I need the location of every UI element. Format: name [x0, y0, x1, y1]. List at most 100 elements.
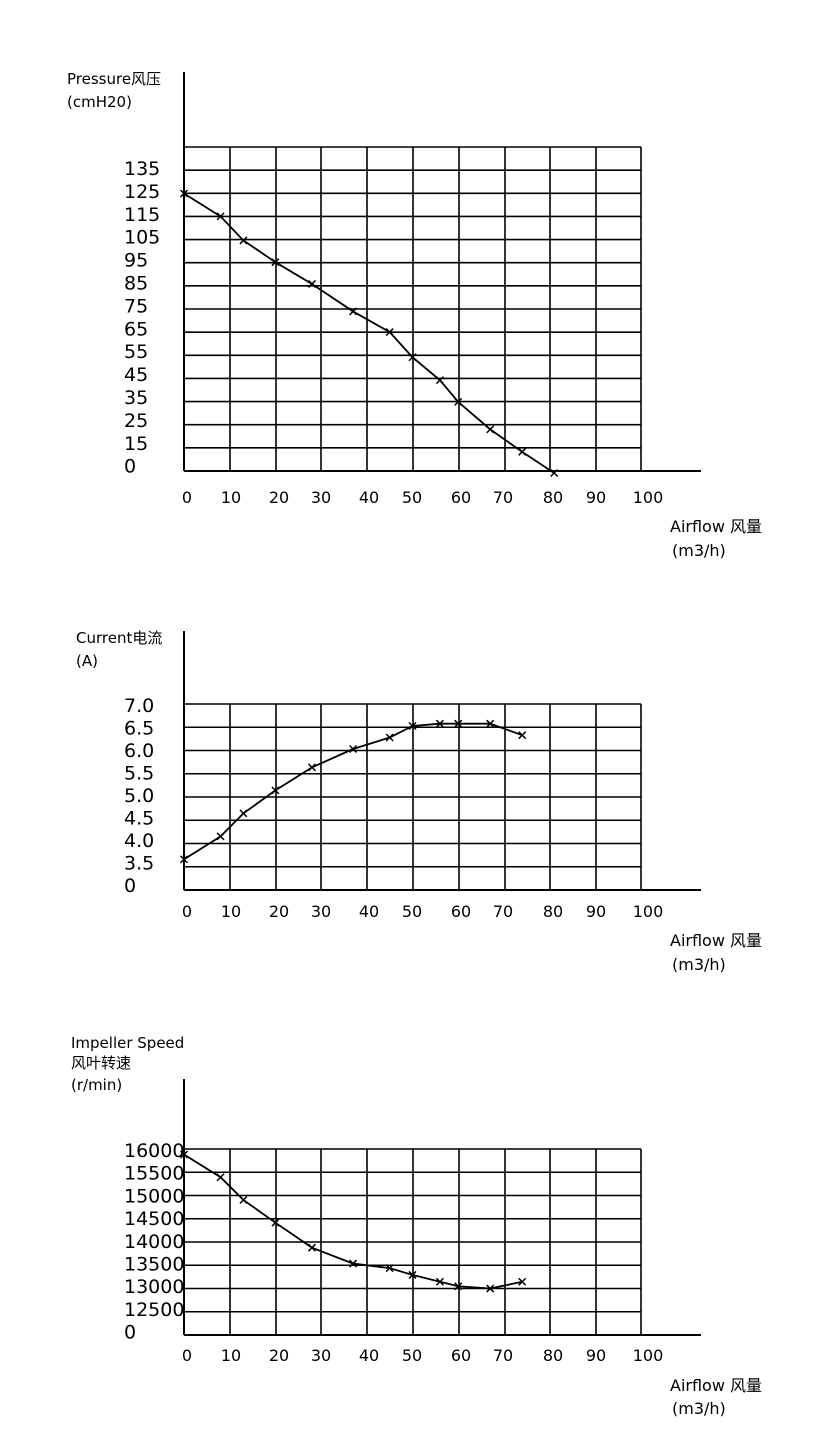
x-axis-label: (m3/h) [672, 541, 726, 560]
x-tick-label: 30 [311, 902, 331, 921]
y-tick-label: 95 [124, 250, 148, 272]
data-point-stroke [307, 1243, 316, 1252]
data-point [486, 425, 495, 434]
data-point [179, 855, 189, 864]
data-point-stroke [385, 1264, 394, 1273]
data-point-stroke [408, 721, 417, 731]
y-tick-label: 13000 [124, 1276, 184, 1298]
x-tick-label: 50 [402, 902, 422, 921]
data-point [435, 376, 444, 385]
x-tick-label: 0 [182, 488, 192, 507]
y-tick-label: 115 [124, 204, 160, 226]
data-point [435, 1277, 444, 1286]
data-point-stroke [179, 1150, 189, 1159]
data-point [271, 786, 280, 795]
data-point [179, 189, 189, 198]
x-tick-label: 70 [493, 1346, 513, 1365]
x-tick-label: 40 [359, 902, 379, 921]
data-point [454, 1282, 463, 1291]
y-tick-label: 45 [124, 364, 148, 386]
data-point-stroke [349, 307, 358, 316]
x-tick-label: 80 [543, 1346, 563, 1365]
y-axis-label: 风叶转速 [71, 1054, 131, 1072]
data-point-stroke [486, 425, 495, 434]
data-point [349, 744, 358, 754]
y-tick-label: 5.0 [124, 785, 154, 807]
data-point [408, 1270, 417, 1279]
data-point [486, 1284, 495, 1293]
y-axis-label: Current电流 [76, 629, 162, 647]
data-point [239, 236, 248, 245]
data-point-stroke [271, 258, 280, 267]
data-point [271, 258, 280, 267]
y-tick-label: 105 [124, 227, 160, 249]
series-line [183, 722, 523, 861]
y-tick-label: 12500 [124, 1299, 184, 1321]
data-point [307, 1243, 316, 1252]
x-tick-label: 80 [543, 902, 563, 921]
y-axis-label: (r/min) [71, 1076, 122, 1094]
data-point [349, 1259, 358, 1268]
y-tick-label: 15 [124, 433, 148, 455]
chart-current: 7.06.56.05.55.04.54.03.500 10 20 30 40 50 60 70… [76, 629, 762, 974]
data-point-stroke [486, 719, 495, 728]
x-tick-label: 10 [221, 488, 241, 507]
data-point [239, 1195, 248, 1205]
data-point [454, 397, 463, 406]
data-point [271, 1218, 280, 1227]
data-point [349, 307, 358, 316]
data-point-stroke [435, 719, 444, 728]
data-point-stroke [408, 1270, 417, 1279]
chart-speed: 1600015500150001450014000135001300012500… [71, 1034, 762, 1418]
data-point [408, 721, 417, 731]
data-point-stroke [216, 832, 225, 841]
data-point [385, 328, 394, 337]
y-tick-label: 75 [124, 295, 148, 317]
x-tick-label: 100 [633, 1346, 664, 1365]
y-tick-label: 0 [124, 456, 136, 478]
data-point-stroke [239, 236, 248, 245]
y-tick-label: 25 [124, 410, 148, 432]
data-point-stroke [216, 1173, 225, 1182]
data-point-stroke [307, 279, 316, 288]
y-tick-label: 15000 [124, 1185, 184, 1207]
data-point [550, 468, 559, 478]
data-point [179, 1150, 189, 1159]
data-point [385, 1264, 394, 1273]
data-point [518, 1277, 527, 1286]
x-tick-label: 10 [221, 902, 241, 921]
data-point [454, 719, 463, 728]
data-point [518, 447, 527, 456]
data-point-stroke [518, 731, 527, 740]
y-tick-label: 4.5 [124, 808, 154, 830]
data-point-stroke [385, 328, 394, 337]
x-tick-label: 50 [402, 488, 422, 507]
grid-current [184, 703, 642, 890]
x-tick-label: 60 [451, 488, 471, 507]
x-tick-label: 20 [269, 488, 289, 507]
x-axis-label: Airflow 风量 [670, 517, 762, 536]
data-point-stroke [349, 744, 358, 754]
y-tick-label: 0 [124, 1322, 136, 1344]
grid-pressure [184, 146, 642, 471]
series-line [183, 192, 555, 474]
data-point-stroke [550, 468, 559, 478]
data-point-stroke [435, 376, 444, 385]
x-tick-label: 90 [586, 488, 606, 507]
x-tick-label: 100 [633, 902, 664, 921]
x-tick-label: 90 [586, 1346, 606, 1365]
x-tick-label: 20 [269, 902, 289, 921]
data-point-stroke [385, 733, 394, 742]
data-point [486, 719, 495, 728]
y-tick-label: 5.5 [124, 763, 154, 785]
data-point-stroke [179, 189, 189, 198]
y-tick-label: 7.0 [124, 695, 154, 717]
y-axis-label: (A) [76, 652, 98, 670]
x-tick-label: 60 [451, 1346, 471, 1365]
data-point [435, 719, 444, 728]
x-tick-label: 30 [311, 488, 331, 507]
y-tick-label: 14500 [124, 1208, 184, 1230]
data-point [385, 733, 394, 742]
x-tick-label: 70 [493, 902, 513, 921]
